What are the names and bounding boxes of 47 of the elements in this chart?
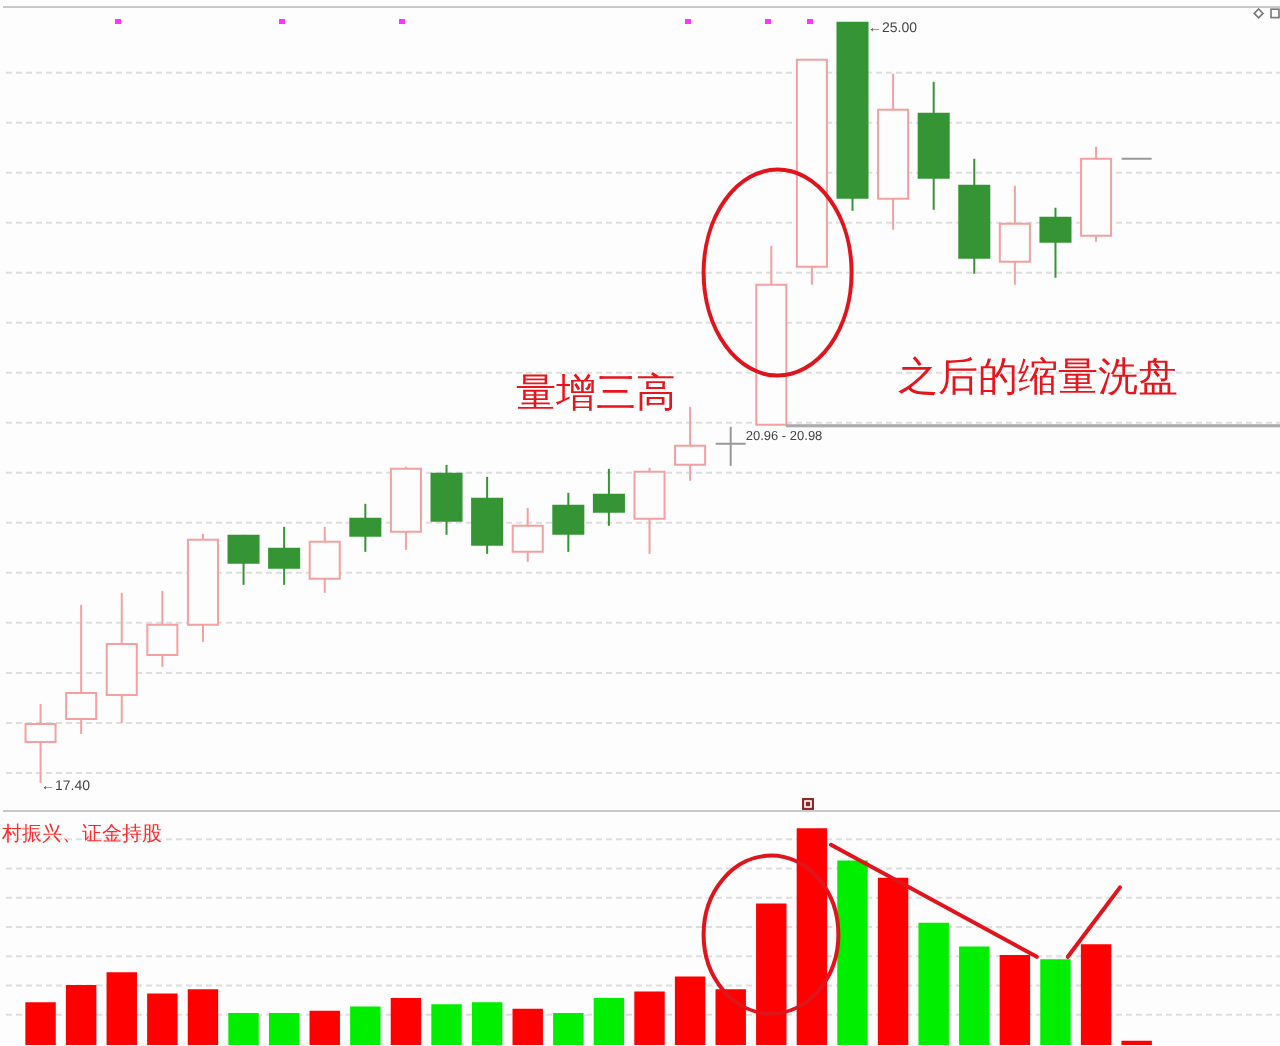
bar bbox=[512, 1008, 543, 1045]
bar bbox=[837, 860, 868, 1045]
annotation: 量增三高 bbox=[516, 370, 676, 416]
bar bbox=[796, 828, 828, 1045]
candlestick bbox=[227, 533, 260, 586]
candlestick bbox=[430, 463, 463, 536]
candlestick bbox=[24, 702, 57, 784]
bar bbox=[471, 1002, 503, 1045]
bar bbox=[309, 1010, 340, 1045]
candlestick bbox=[65, 603, 98, 735]
bar bbox=[106, 972, 137, 1045]
bar bbox=[187, 989, 219, 1045]
bar bbox=[553, 1012, 584, 1045]
candlestick bbox=[998, 184, 1031, 286]
bar bbox=[634, 991, 665, 1045]
bar bbox=[715, 989, 746, 1045]
candlestick bbox=[1039, 206, 1072, 279]
candlestick bbox=[146, 589, 179, 668]
candlestick bbox=[674, 405, 707, 482]
bar bbox=[918, 922, 949, 1045]
candlestick bbox=[308, 525, 341, 594]
bar bbox=[390, 997, 422, 1045]
bar bbox=[593, 997, 625, 1045]
bar bbox=[999, 954, 1031, 1045]
bar bbox=[431, 1004, 462, 1045]
bar bbox=[268, 1012, 300, 1045]
bar bbox=[25, 1002, 56, 1045]
candlestick bbox=[552, 491, 585, 553]
bar bbox=[350, 1006, 381, 1045]
bar bbox=[228, 1012, 259, 1045]
bar bbox=[877, 877, 909, 1045]
candlestick bbox=[633, 466, 666, 555]
bar bbox=[674, 976, 706, 1045]
candlestick bbox=[714, 425, 747, 467]
bar bbox=[756, 903, 787, 1045]
candlestick bbox=[471, 475, 504, 555]
bar bbox=[147, 993, 178, 1045]
candlestick bbox=[592, 467, 625, 527]
annotation: 之后的缩量洗盘 bbox=[898, 356, 1178, 400]
candlestick bbox=[511, 506, 544, 563]
candlestick bbox=[268, 525, 301, 586]
bar bbox=[1080, 944, 1112, 1045]
bar bbox=[1040, 959, 1071, 1045]
annotation: 村振兴、证金持股 bbox=[0, 822, 162, 846]
bar bbox=[65, 985, 97, 1045]
candlestick bbox=[349, 502, 382, 553]
bar bbox=[959, 946, 990, 1045]
